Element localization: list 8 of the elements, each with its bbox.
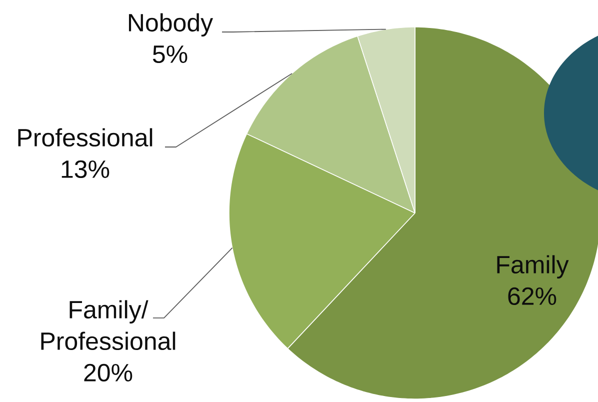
slice-label: Professional (18, 128, 152, 147)
slice-label: Nobody (128, 13, 214, 37)
slice-label: Family (497, 255, 569, 278)
data-label: 5% (152, 45, 188, 64)
data-label: 20% (84, 364, 132, 382)
data-label: 62% (508, 287, 556, 306)
data-label: 13% (62, 160, 110, 178)
slice-label: Family/Professional (41, 300, 176, 350)
